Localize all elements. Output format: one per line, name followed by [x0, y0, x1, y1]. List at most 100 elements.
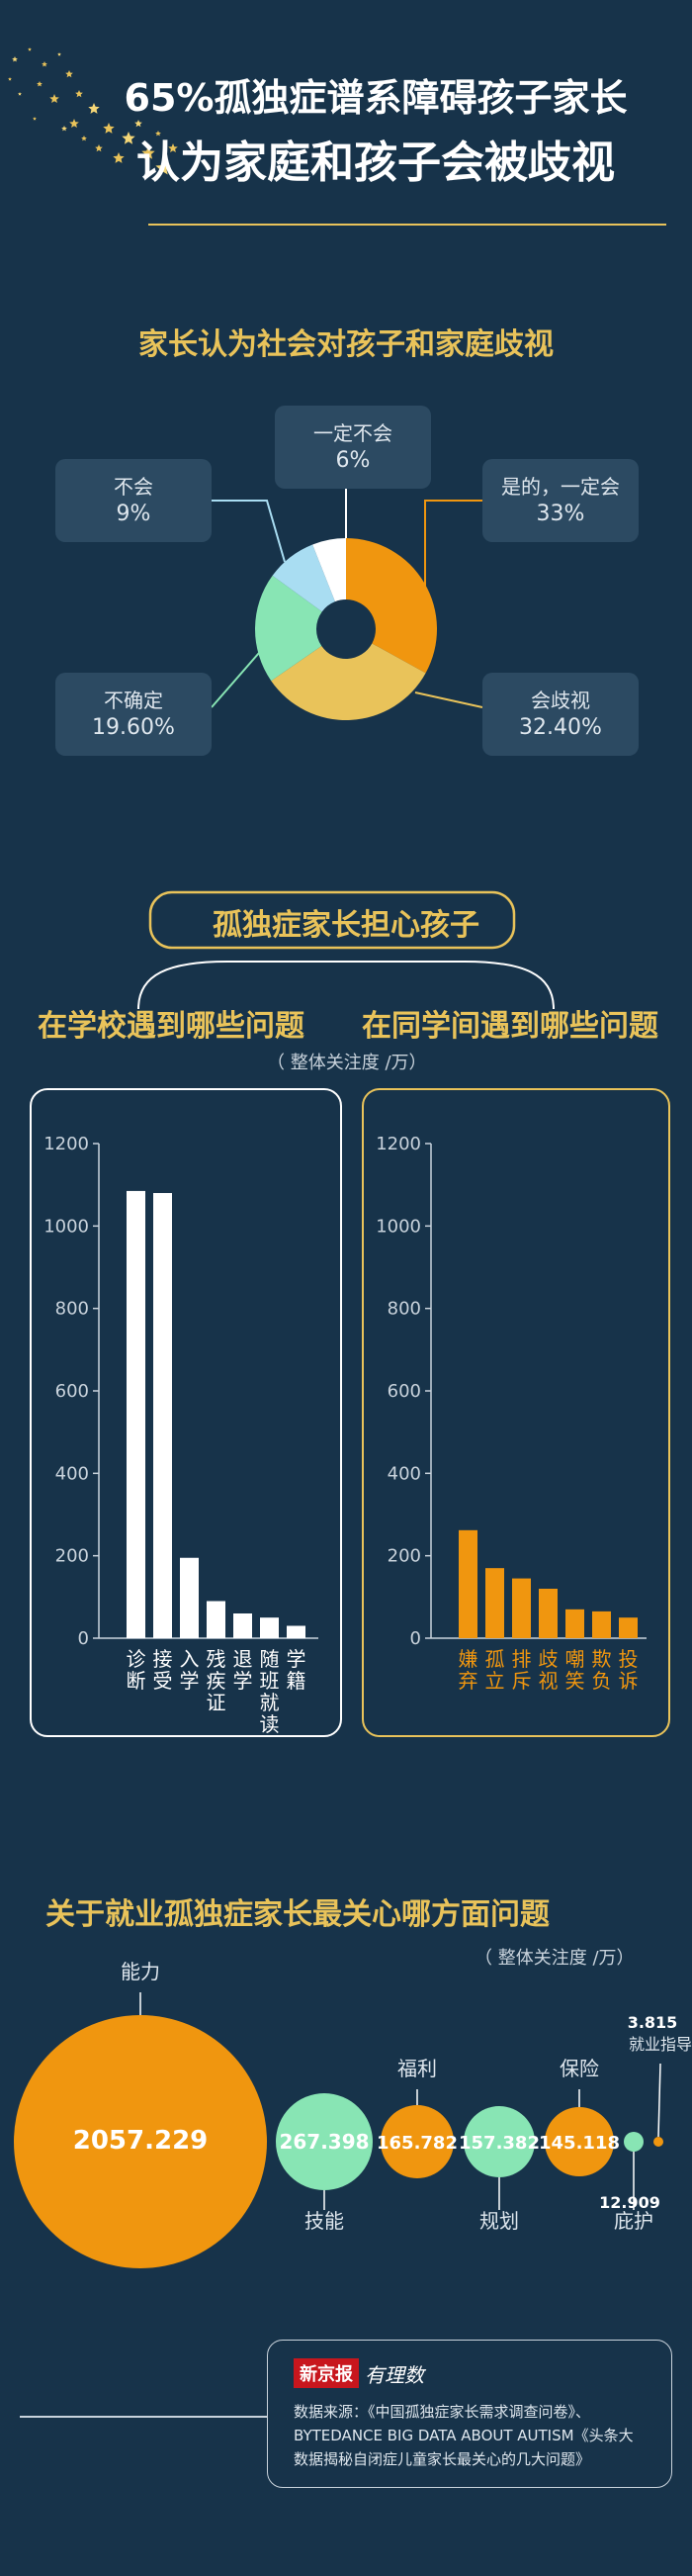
star-icon — [61, 126, 67, 132]
bar — [287, 1625, 305, 1638]
callout-no-label: 不会 — [114, 475, 153, 499]
bar — [127, 1190, 145, 1638]
bar — [233, 1613, 252, 1638]
bar — [512, 1578, 531, 1638]
bar — [592, 1610, 611, 1638]
star-icon — [18, 92, 22, 96]
bubble-connector — [657, 2063, 661, 2138]
source-text-line3: 数据揭秘自闭症儿童家长最关心的几大问题》 — [294, 2450, 591, 2468]
x-tick-label: 残疾证 — [207, 1647, 226, 1714]
logo-text: 新京报 — [294, 2358, 359, 2388]
source-text: 数据来源：《中国孤独症家长需求调查问卷》、 BYTEDANCE BIG DATA… — [294, 2400, 669, 2471]
callout-leader-line — [212, 500, 286, 563]
y-tick-label: 200 — [388, 1546, 421, 1567]
logo-script: 有理数 — [365, 2362, 424, 2387]
star-icon — [122, 132, 135, 144]
x-tick-label: 孤立 — [485, 1647, 505, 1693]
callout-yes: 是的，一定会 33% — [482, 459, 639, 542]
star-icon — [81, 136, 87, 141]
bubble — [381, 2105, 454, 2178]
callout-yes-label: 是的，一定会 — [501, 475, 620, 499]
bubble-value-label: 145.118 — [539, 2133, 620, 2154]
callout-never-label: 一定不会 — [313, 421, 392, 445]
x-tick-label: 投诉 — [619, 1647, 639, 1693]
pie-slice — [271, 643, 426, 720]
star-icon — [49, 94, 59, 103]
x-tick-label: 随班就读 — [260, 1647, 280, 1736]
star-icon — [33, 117, 37, 121]
classmate-issues-panel — [362, 1088, 670, 1737]
pie-slice — [255, 575, 322, 682]
callout-never: 一定不会 6% — [275, 406, 431, 489]
page-title-line1: 65%孤独症谱系障碍孩子家长 — [124, 76, 628, 120]
x-tick-label: 排斥 — [512, 1647, 532, 1693]
bubble-value-label: 3.815 — [628, 2013, 678, 2032]
x-tick-label: 嫌弃 — [459, 1647, 478, 1693]
star-icon — [88, 103, 100, 114]
classmate-issues-title: 在同学间遇到哪些问题 — [362, 1009, 658, 1044]
x-tick-label: 退学 — [233, 1647, 253, 1693]
stars-decoration — [8, 47, 178, 175]
y-tick-label: 400 — [388, 1463, 421, 1484]
bubble-value-label: 2057.229 — [73, 2126, 209, 2156]
callout-will-label: 会歧视 — [531, 689, 590, 712]
section2-title-frame — [148, 890, 516, 950]
y-tick-label: 400 — [55, 1463, 89, 1484]
star-icon — [134, 120, 142, 128]
source-text-line1: 数据来源：《中国孤独症家长需求调查问卷》、 — [294, 2403, 591, 2421]
star-icon — [95, 144, 103, 152]
pie-slice — [272, 544, 335, 612]
page-title-line2: 认为家庭和孩子会被歧视 — [136, 138, 615, 188]
star-icon — [168, 143, 178, 152]
y-tick-label: 0 — [410, 1628, 421, 1649]
section3-unit: （ 整体关注度 /万） — [475, 1948, 635, 1969]
bubble-value-label: 12.909 — [599, 2193, 660, 2212]
bar — [459, 1529, 477, 1638]
bubble-value-label: 157.382 — [459, 2133, 540, 2154]
callout-unsure: 不确定 19.60% — [55, 673, 212, 756]
bubble-category-label: 庇护 — [614, 2209, 653, 2233]
section1-title: 家长认为社会对孩子和家庭歧视 — [138, 327, 554, 362]
bubble-category-label: 保险 — [560, 2057, 599, 2080]
bubble — [545, 2107, 614, 2176]
y-tick-label: 1000 — [43, 1216, 89, 1237]
employment-bubble-chart: 能力 2057.229 技能 267.398 福利 165.782 规划 157.382 保险 1… — [14, 1960, 692, 2268]
bar — [180, 1557, 199, 1638]
x-tick-label: 欺负 — [592, 1647, 612, 1693]
logo: 新京报 有理数 — [294, 2358, 424, 2388]
section3-title: 关于就业孤独症家长最关心哪方面问题 — [45, 1897, 550, 1932]
bubble — [276, 2093, 373, 2190]
star-icon — [8, 77, 12, 81]
y-tick-label: 600 — [55, 1381, 89, 1402]
discrimination-donut-chart — [211, 489, 483, 720]
star-icon — [42, 61, 47, 67]
y-tick-label: 600 — [388, 1381, 421, 1402]
callout-yes-value: 33% — [536, 502, 585, 526]
star-icon — [37, 81, 43, 87]
star-icon — [57, 52, 61, 56]
school-issues-panel — [30, 1088, 342, 1737]
callout-never-value: 6% — [335, 448, 371, 473]
section2-title: 孤独症家长担心孩子 — [213, 908, 479, 943]
star-icon — [103, 123, 115, 134]
bubble-category-label: 技能 — [304, 2209, 344, 2233]
bar — [539, 1589, 558, 1638]
bubble — [14, 2015, 267, 2268]
y-tick-label: 800 — [388, 1299, 421, 1320]
section2-bracket — [137, 890, 555, 1010]
bubble-value-label: 165.782 — [377, 2133, 458, 2154]
callout-unsure-value: 19.60% — [92, 715, 175, 740]
x-tick-label: 诊断 — [127, 1647, 146, 1693]
bubble-category-label: 能力 — [121, 1960, 160, 1983]
x-tick-label: 歧视 — [539, 1647, 559, 1693]
bubble-value-label: 267.398 — [279, 2130, 369, 2154]
school-issues-title: 在学校遇到哪些问题 — [38, 1009, 304, 1044]
bar — [485, 1568, 504, 1638]
star-icon — [141, 146, 155, 159]
y-tick-label: 0 — [78, 1628, 89, 1649]
bubble — [464, 2106, 535, 2177]
bubble-category-label: 就业指导 — [629, 2035, 692, 2054]
x-tick-label: 接受 — [153, 1647, 173, 1693]
